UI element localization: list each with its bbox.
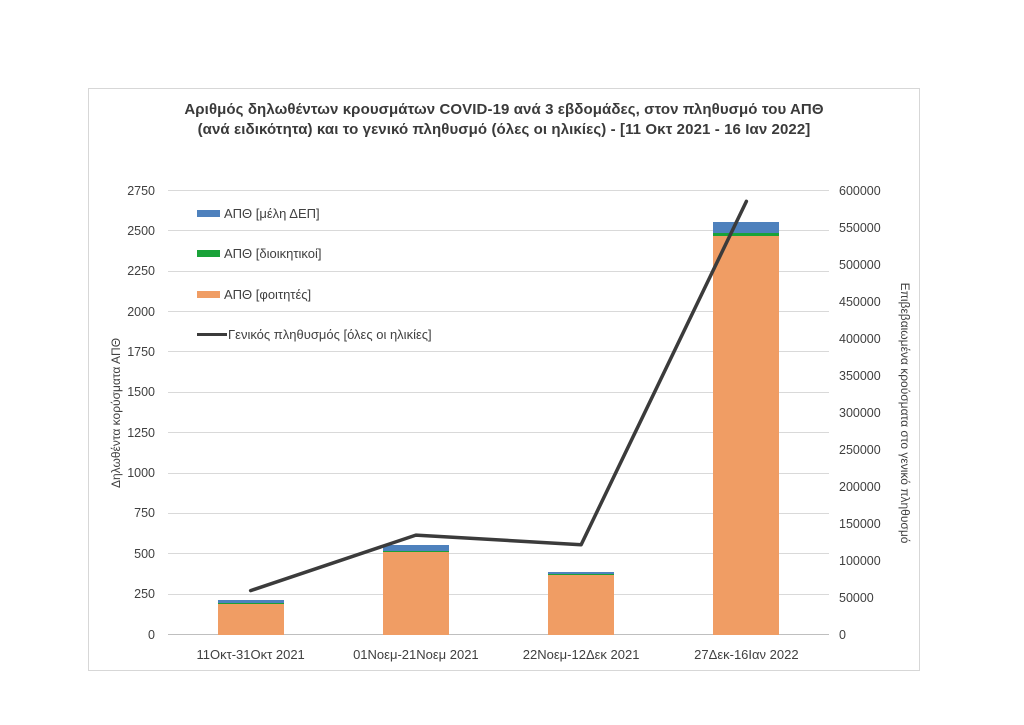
left-axis-tick-labels: 0 250 500 750 1000 1250 1500 1750 2000 2250 2500 27… <box>89 184 155 640</box>
right-tick-label: 300000 <box>839 405 881 420</box>
legend-color-swatch-icon <box>197 290 220 298</box>
legend-item: Γενικός πληθυσμός [όλες οι ηλικίες] <box>197 327 432 342</box>
chart-title-line-1: Αριθμός δηλωθέντων κρουσμάτων COVID-19 α… <box>184 101 824 118</box>
bar-stack <box>713 221 780 635</box>
x-axis-labels: 11Οκτ-31Οκτ 2021 01Νοεμ-21Νοεμ 2021 22Νοεμ… <box>168 647 829 667</box>
left-tick-label: 1250 <box>127 425 155 440</box>
legend-color-swatch-icon <box>197 250 220 258</box>
legend-item: ΑΠΘ [φοιτητές] <box>197 287 311 302</box>
bar-segment <box>548 574 615 635</box>
legend-label: Γενικός πληθυσμός [όλες οι ηλικίες] <box>228 326 432 342</box>
right-tick-label: 0 <box>839 627 846 642</box>
general-population-line <box>248 199 749 593</box>
right-tick-label: 100000 <box>839 553 881 568</box>
bar-stack <box>548 571 615 635</box>
left-tick-label: 250 <box>134 587 155 602</box>
x-category-label: 11Οκτ-31Οκτ 2021 <box>196 647 305 662</box>
right-tick-label: 600000 <box>839 183 881 198</box>
x-category-label: 01Νοεμ-21Νοεμ 2021 <box>353 647 479 662</box>
legend-item: ΑΠΘ [μέλη ΔΕΠ] <box>197 206 320 221</box>
gridline <box>168 190 829 191</box>
legend-line-swatch-icon <box>197 332 227 336</box>
legend-item: ΑΠΘ [διοικητικοί] <box>197 246 321 261</box>
bar-segment <box>713 221 780 233</box>
right-tick-label: 400000 <box>839 331 881 346</box>
chart-title-line-2: (ανά ειδικότητα) και το γενικό πληθυσμό … <box>197 121 811 138</box>
bar-segment <box>382 551 449 635</box>
left-tick-label: 2250 <box>127 264 155 279</box>
left-tick-label: 500 <box>134 546 155 561</box>
right-tick-label: 150000 <box>839 516 881 531</box>
right-tick-label: 50000 <box>839 590 874 605</box>
left-tick-label: 1000 <box>127 466 155 481</box>
bar-stack <box>217 599 284 635</box>
legend-label: ΑΠΘ [διοικητικοί] <box>224 246 322 262</box>
bar-segment <box>217 599 284 604</box>
x-axis-line <box>168 634 829 635</box>
gridline <box>168 593 829 595</box>
right-axis-tick-labels: 0 50000 100000 150000 200000 250000 300000 3500… <box>839 184 909 640</box>
right-tick-label: 450000 <box>839 294 881 309</box>
chart-frame: Αριθμός δηλωθέντων κρουσμάτων COVID-19 α… <box>88 88 920 671</box>
right-tick-label: 550000 <box>839 220 881 235</box>
left-tick-label: 750 <box>134 506 155 521</box>
legend-label: ΑΠΘ [μέλη ΔΕΠ] <box>224 206 320 221</box>
right-tick-label: 350000 <box>839 368 881 383</box>
x-category-label: 27Δεκ-16Ιαν 2022 <box>694 647 799 662</box>
bar-stack <box>382 544 449 635</box>
left-tick-label: 2500 <box>127 223 155 238</box>
legend-color-swatch-icon <box>197 210 220 217</box>
right-tick-label: 200000 <box>839 479 881 494</box>
left-tick-label: 2000 <box>127 304 155 319</box>
bar-segment <box>713 236 780 635</box>
legend-label: ΑΠΘ [φοιτητές] <box>224 286 312 302</box>
right-tick-label: 250000 <box>839 442 881 457</box>
x-category-label: 22Νοεμ-12Δεκ 2021 <box>522 647 640 662</box>
left-tick-label: 1750 <box>127 344 155 359</box>
right-tick-label: 500000 <box>839 257 881 272</box>
left-tick-label: 0 <box>148 627 155 642</box>
left-tick-label: 1500 <box>127 385 155 400</box>
plot-area: ΑΠΘ [μέλη ΔΕΠ] ΑΠΘ [διοικητικοί] ΑΠΘ [φοιτ… <box>168 190 829 635</box>
left-tick-label: 2750 <box>127 183 155 198</box>
bar-segment <box>217 603 284 635</box>
